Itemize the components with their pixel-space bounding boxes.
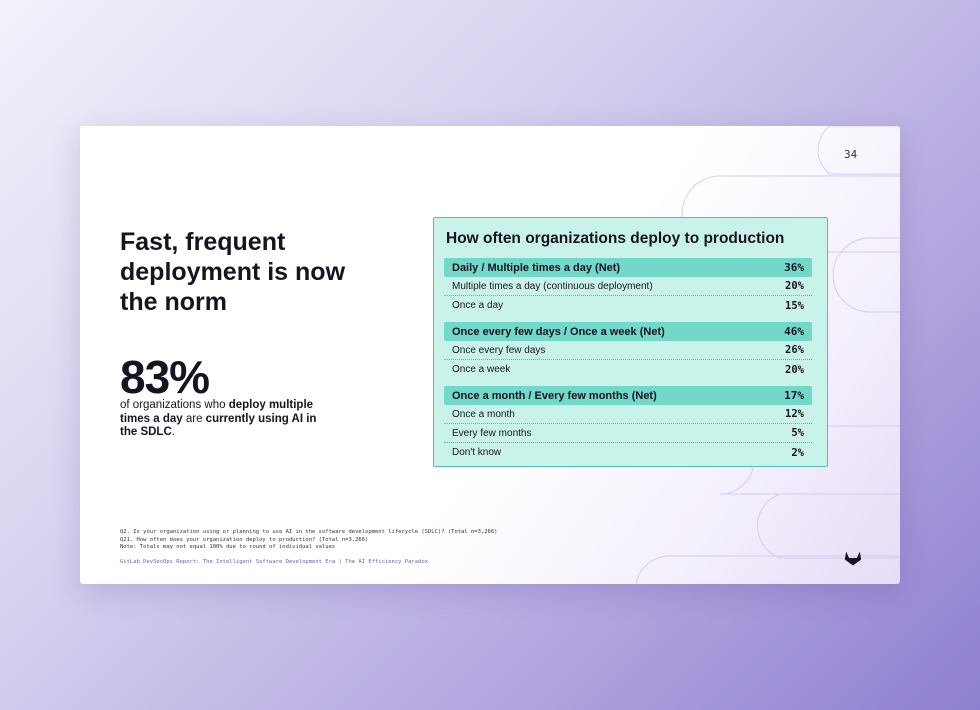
table-row: Every few months 5% — [444, 424, 812, 443]
table-row: Multiple times a day (continuous deploym… — [444, 277, 812, 296]
slide-headline: Fast, frequent deployment is now the nor… — [120, 228, 346, 316]
footnote-line: Note: Totals may not equal 100% due to r… — [120, 544, 336, 550]
stat-description: of organizations who deploy multiple tim… — [120, 399, 317, 439]
table-row: Once every few days 26% — [444, 341, 812, 360]
table-row: Don't know 2% — [452, 446, 804, 459]
table-row: Once a week 20% — [452, 363, 804, 376]
report-slide: 34 Fast, frequent deployment is now the … — [80, 126, 900, 584]
page-number: 34 — [844, 148, 858, 161]
deployment-frequency-card: How often organizations deploy to produc… — [433, 217, 828, 467]
footnotes: Q2. Is your organization using or planni… — [120, 529, 498, 552]
gitlab-tanuki-icon — [844, 551, 862, 566]
table-row: Once a day 15% — [452, 299, 804, 312]
big-stat-value: 83% — [120, 351, 210, 403]
frequency-table: Daily / Multiple times a day (Net) 36% Mu… — [444, 258, 812, 462]
table-row-net: Once a month / Every few months (Net) 17% — [444, 386, 812, 405]
card-title: How often organizations deploy to produc… — [446, 230, 785, 247]
stat-desc-bold-1: deploy multiple times a day — [120, 399, 314, 425]
footnote-line: Q21. How often does your organization de… — [120, 536, 369, 543]
footnote-line: Q2. Is your organization using or planni… — [120, 529, 498, 535]
table-row-net: Once every few days / Once a week (Net) 4… — [444, 322, 812, 341]
source-citation: GitLab DevSecOps Report: The Intelligent… — [120, 559, 428, 565]
stat-desc-bold-2: currently using AI in the SDLC — [120, 412, 317, 439]
table-row: Once a month 12% — [444, 405, 812, 424]
table-row-net: Daily / Multiple times a day (Net) 36% — [444, 258, 812, 277]
